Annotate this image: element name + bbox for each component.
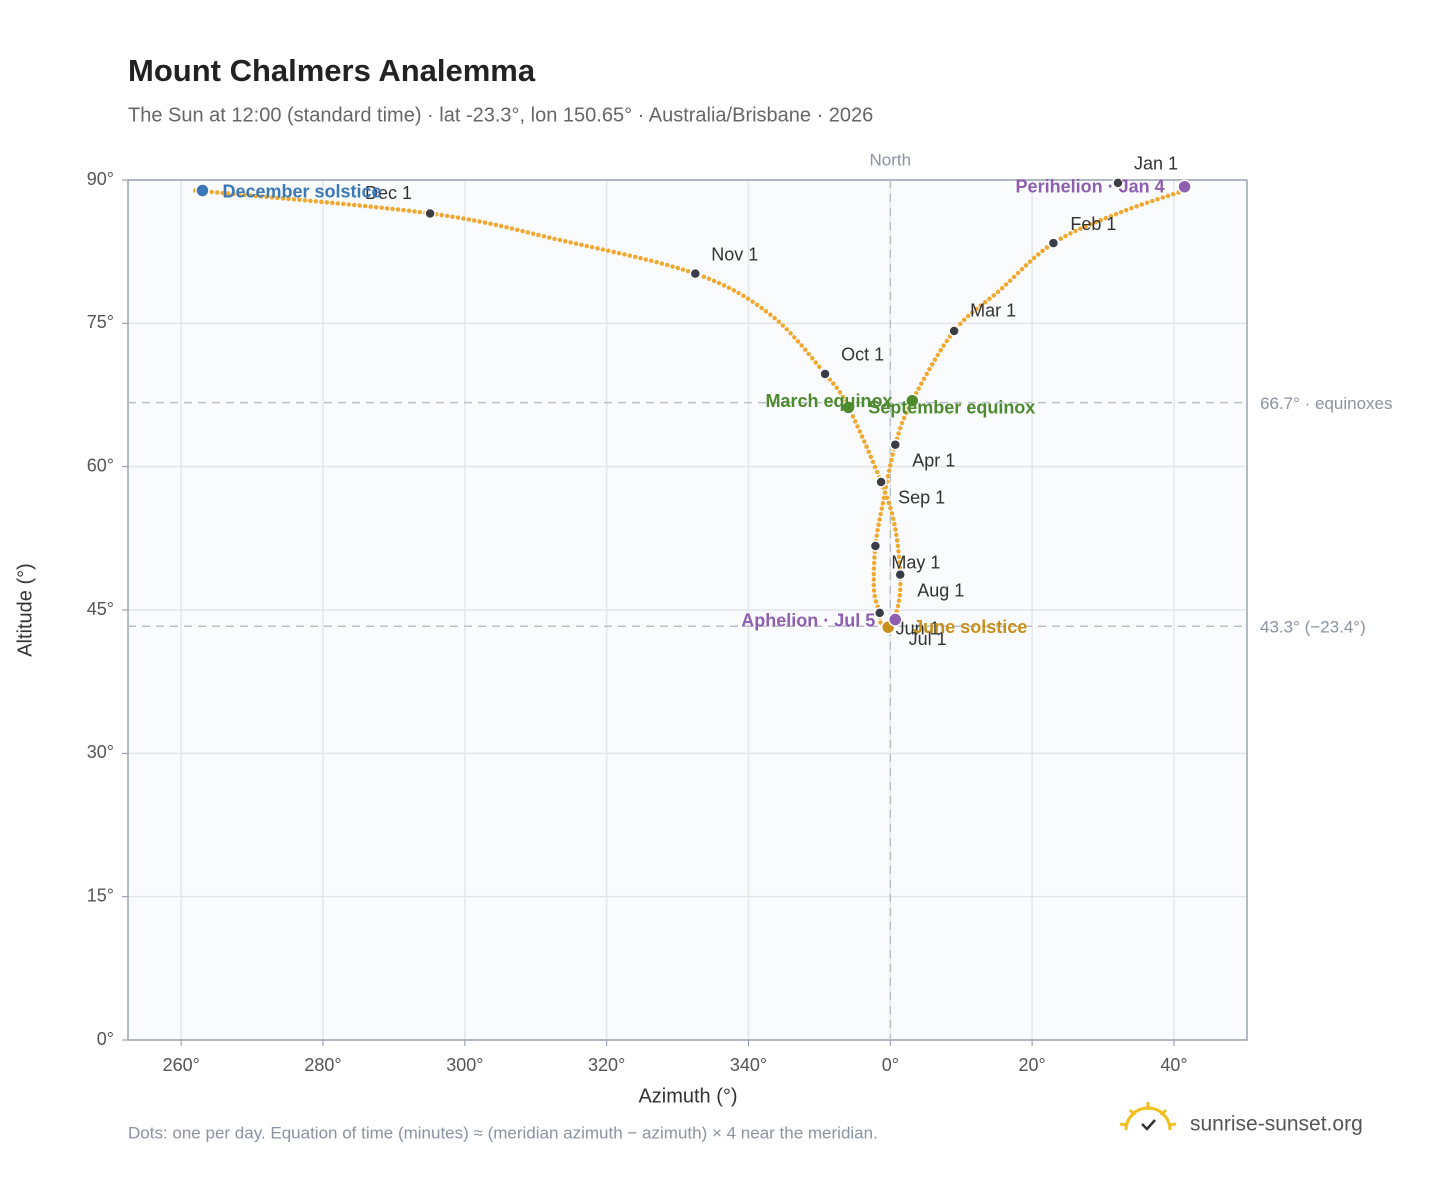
y-axis-label: Altitude (°) — [14, 563, 36, 657]
brand-icon — [1119, 1102, 1177, 1131]
y-tick-label: 0° — [97, 1029, 114, 1049]
plot-frame — [127, 179, 1248, 1041]
x-tick-label: 300° — [446, 1055, 483, 1075]
month-marker — [889, 438, 902, 451]
event-marker — [888, 612, 903, 627]
event-marker — [1177, 179, 1192, 194]
x-tick-label: 0° — [882, 1055, 899, 1075]
event-marker — [841, 400, 856, 415]
month-marker — [894, 568, 906, 581]
event-label: Aphelion · Jul 5 — [741, 610, 875, 630]
event-label: March equinox — [765, 391, 892, 411]
month-marker — [819, 368, 831, 380]
y-tick-label: 75° — [87, 312, 114, 332]
month-label: Jul 1 — [909, 629, 947, 649]
x-axis-label: Azimuth (°) — [638, 1085, 737, 1107]
month-marker — [948, 325, 960, 337]
month-marker — [1047, 237, 1060, 249]
x-tick-label: 340° — [730, 1055, 767, 1075]
month-label: Jan 1 — [1134, 154, 1178, 174]
x-tick-label: 280° — [304, 1055, 341, 1075]
month-label: Aug 1 — [917, 580, 964, 600]
month-marker — [875, 476, 887, 488]
month-label: Sep 1 — [898, 488, 945, 508]
month-label: Dec 1 — [365, 183, 412, 203]
reference-label: 66.7° · equinoxes — [1260, 394, 1393, 413]
y-tick-label: 15° — [87, 885, 114, 905]
reference-label: North — [870, 150, 912, 169]
month-label: Jun 1 — [896, 619, 940, 639]
x-tick-label: 20° — [1019, 1055, 1046, 1075]
month-marker — [424, 207, 436, 220]
x-tick-label: 320° — [588, 1055, 625, 1075]
month-label: Apr 1 — [912, 450, 955, 470]
footnote: Dots: one per day. Equation of time (min… — [128, 1123, 878, 1142]
chart-title: Mount Chalmers Analemma — [128, 53, 536, 88]
x-tick-label: 260° — [163, 1055, 200, 1075]
month-marker — [869, 540, 882, 552]
y-tick-label: 90° — [87, 169, 114, 189]
y-tick-label: 45° — [87, 599, 114, 619]
event-label: Perihelion · Jan 4 — [1016, 176, 1165, 196]
event-marker — [905, 393, 920, 408]
event-label: September equinox — [868, 397, 1035, 417]
month-marker — [1112, 177, 1124, 189]
month-label: Mar 1 — [970, 301, 1016, 321]
brand: sunrise-sunset.org — [1190, 1113, 1363, 1136]
month-marker — [689, 267, 702, 280]
month-label: Oct 1 — [841, 345, 884, 365]
month-label: Nov 1 — [711, 244, 758, 264]
chart-subtitle: The Sun at 12:00 (standard time) · lat -… — [128, 104, 873, 126]
event-label: June solstice — [913, 617, 1027, 637]
y-tick-label: 60° — [87, 455, 114, 475]
event-label: December solstice — [222, 181, 381, 201]
reference-label: 43.3° (−23.4°) — [1260, 618, 1366, 637]
x-tick-label: 40° — [1160, 1055, 1187, 1075]
month-label: Feb 1 — [1070, 214, 1116, 234]
event-marker — [195, 183, 210, 198]
y-tick-label: 30° — [87, 742, 114, 762]
month-label: May 1 — [891, 553, 940, 573]
month-marker — [873, 607, 886, 619]
